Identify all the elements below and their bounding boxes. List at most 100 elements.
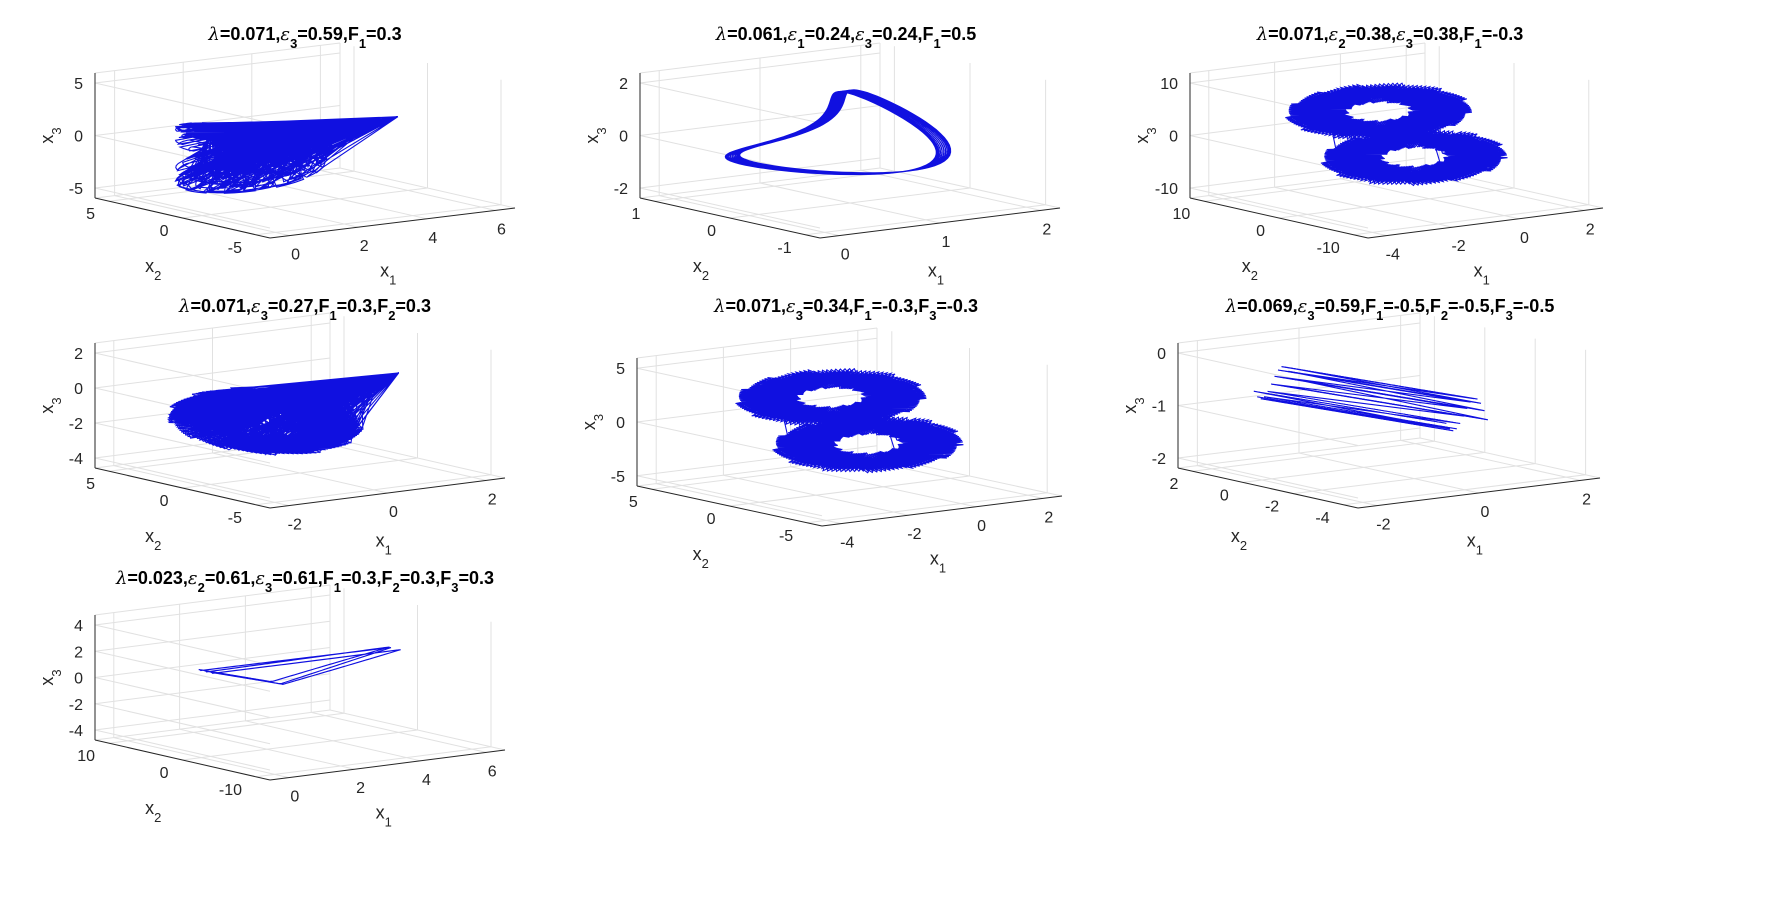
box-edge xyxy=(94,312,331,344)
grid-line xyxy=(639,157,881,189)
x2-tick-label: 1 xyxy=(631,206,640,223)
x3-tick-label: 5 xyxy=(74,76,83,93)
grid-line xyxy=(1298,452,1480,494)
x1-axis xyxy=(819,207,1061,239)
grid-line xyxy=(1177,322,1421,354)
x1-tick-label: 0 xyxy=(389,504,398,521)
x1-tick-label: -2 xyxy=(1451,238,1465,255)
x1-tick-label: 2 xyxy=(360,238,369,255)
grid xyxy=(94,584,506,779)
grid-line xyxy=(1293,463,1536,495)
x2-tick-label: 0 xyxy=(1220,487,1229,504)
grid-line xyxy=(1177,375,1421,406)
subplot-5: -4 -2 0 250-550-5x1x2x3λ=0.071,ε3=0.34,F1=-… xyxy=(579,296,1063,575)
x3-tick-label: -1 xyxy=(1152,399,1166,416)
box-edge xyxy=(329,709,506,751)
grid-line xyxy=(94,187,271,229)
grid-line xyxy=(639,187,821,229)
grid-line xyxy=(636,475,823,517)
x3-tick-label: -2 xyxy=(1152,451,1166,468)
x3-tick-label: 5 xyxy=(616,361,625,378)
subplot-3: -4 -2 0 2 10 0 -10 10 0 -10 x1 x2 x3 λ=0.071,ε2=0.38,… xyxy=(1132,24,1604,287)
x3-axis-label: x3 xyxy=(579,414,606,430)
subplot-title: λ=0.071,ε3=0.27,F1=0.3,F2=0.3 xyxy=(178,296,431,323)
box-edge xyxy=(94,584,331,616)
x2-axis-label: x2 xyxy=(145,798,161,825)
box-edge xyxy=(1419,437,1601,479)
x2-tick-label: 5 xyxy=(629,494,638,511)
x3-tick-label: -5 xyxy=(69,181,83,198)
x2-tick-label: -5 xyxy=(228,510,242,527)
grid-line xyxy=(807,492,1048,524)
box-edge xyxy=(636,327,878,359)
box-edge xyxy=(329,437,506,479)
grid xyxy=(1177,312,1601,507)
x2-tick-label: 0 xyxy=(160,223,169,240)
x1-axis-label: x1 xyxy=(380,261,396,288)
grid-line xyxy=(94,729,271,771)
x1-tick-label: 4 xyxy=(422,772,431,789)
x2-tick-label: -5 xyxy=(779,528,793,545)
x1-tick-label: 6 xyxy=(488,763,497,780)
x1-tick-label: -4 xyxy=(1386,247,1400,264)
grid-line xyxy=(1192,440,1435,472)
x1-axis xyxy=(1367,207,1604,239)
x3-tick-label: 0 xyxy=(74,129,83,146)
x1-tick-label: 0 xyxy=(290,789,299,806)
x1-tick-label: 1 xyxy=(942,234,951,251)
grid-line xyxy=(94,677,271,718)
x2-tick-label: -5 xyxy=(228,240,242,257)
subplot-title: λ=0.069,ε3=0.59,F1=-0.5,F2=-0.5,F3=-0.5 xyxy=(1225,296,1555,323)
grid-line xyxy=(182,457,418,489)
box-edge xyxy=(879,167,1061,209)
grid-line xyxy=(729,475,970,507)
grid-line xyxy=(805,204,1046,236)
x3-axis-label: x3 xyxy=(582,127,609,143)
grid-line xyxy=(1278,187,1515,219)
x1-axis-label: x1 xyxy=(376,531,392,558)
x2-tick-label: 0 xyxy=(160,493,169,510)
x3-tick-label: 0 xyxy=(1157,346,1166,363)
x2-tick-label: -4 xyxy=(1315,510,1329,527)
grid-line xyxy=(94,703,271,745)
x3-tick-label: -5 xyxy=(611,469,625,486)
x3-tick-label: -4 xyxy=(69,451,83,468)
x3-tick-label: 10 xyxy=(1160,76,1178,93)
x3-tick-label: 4 xyxy=(74,618,83,635)
x1-tick-label: 0 xyxy=(977,518,986,535)
x1-tick-label: 2 xyxy=(1586,221,1595,238)
x2-axis-label: x2 xyxy=(145,256,161,283)
x2-tick-label: 0 xyxy=(160,765,169,782)
grid-line xyxy=(255,204,502,236)
x1-tick-label: 0 xyxy=(291,247,300,264)
attractor-trajectory xyxy=(1285,82,1508,187)
subplot-4: -2 0 2 5 0 -5 2 0 -2 -4 x1 x2 x3 λ=0.071,ε3=0.27,F1=0… xyxy=(37,296,506,558)
attractor-trajectory xyxy=(724,89,952,176)
x2-axis-label: x2 xyxy=(145,526,161,553)
grid-line xyxy=(182,187,428,219)
x2-tick-label: -10 xyxy=(1317,240,1340,257)
x3-axis-label: x3 xyxy=(1120,397,1147,413)
x1-axis-label: x1 xyxy=(376,803,392,830)
x3-tick-label: 0 xyxy=(616,415,625,432)
x2-tick-label: -2 xyxy=(1265,499,1279,516)
grid-line xyxy=(1400,439,1581,481)
grid-line xyxy=(94,105,341,136)
x3-tick-label: 0 xyxy=(1169,129,1178,146)
x2-axis xyxy=(94,739,271,781)
x1-axis xyxy=(269,749,506,781)
x2-tick-label: 5 xyxy=(86,206,95,223)
grid-line xyxy=(1353,204,1589,236)
x2-tick-label: 0 xyxy=(707,511,716,528)
grid-line xyxy=(1177,405,1359,446)
x2-axis xyxy=(94,467,271,509)
attractor-trajectory xyxy=(167,372,400,457)
box-edge xyxy=(639,42,881,74)
x3-tick-label: 2 xyxy=(74,346,83,363)
box-edge xyxy=(1177,437,1421,469)
x3-axis-label: x3 xyxy=(1132,127,1159,143)
x1-tick-label: 2 xyxy=(488,491,497,508)
subplot-title: λ=0.071,ε3=0.34,F1=-0.3,F3=-0.3 xyxy=(713,296,978,323)
x2-axis xyxy=(94,197,271,239)
